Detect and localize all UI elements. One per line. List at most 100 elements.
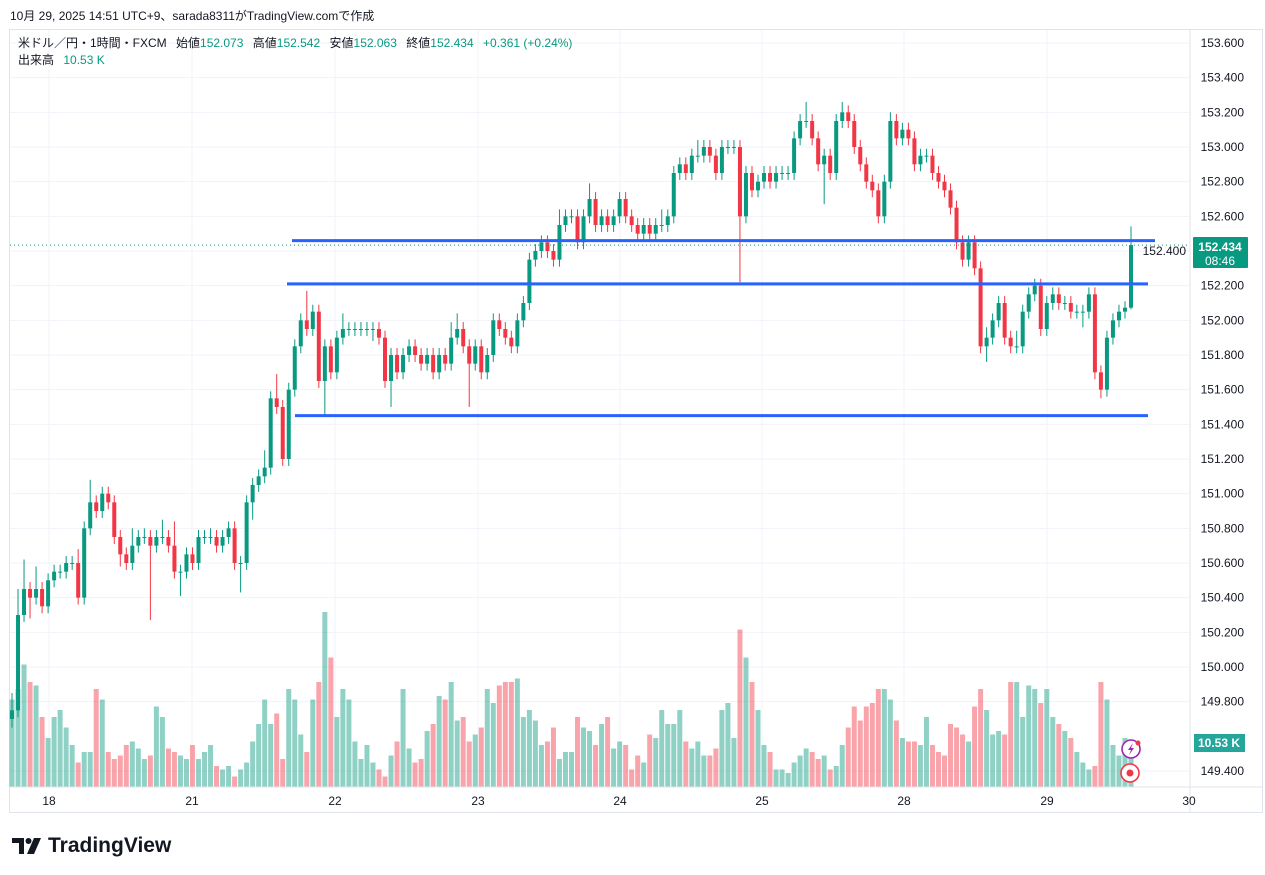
candle-body (834, 120, 839, 173)
volume-bar (1068, 738, 1074, 787)
candle-body (509, 337, 514, 347)
price-tick-label: 153.200 (1201, 105, 1245, 119)
volume-bar (671, 724, 677, 787)
time-tick-label: 25 (755, 794, 769, 808)
candle-body (232, 528, 237, 563)
candle-body (166, 536, 171, 546)
volume-bar (707, 755, 713, 787)
volume-bar (508, 682, 514, 787)
candle-body (521, 302, 526, 321)
volume-bar (929, 745, 935, 787)
candle-body (1129, 245, 1133, 308)
candle-body (990, 320, 995, 338)
volume-bar (845, 727, 851, 787)
candle-body (1086, 294, 1091, 312)
tradingview-logo[interactable]: TradingView (12, 834, 171, 858)
candle-body (605, 216, 610, 225)
candle-body (731, 146, 736, 148)
volume-bar (81, 752, 87, 787)
volume-bar (63, 727, 69, 787)
price-tick-label: 150.800 (1201, 521, 1245, 535)
volume-bar (779, 769, 785, 787)
candle-body (689, 155, 694, 173)
candle-body (647, 224, 652, 234)
candle-body (888, 120, 893, 182)
candle-body (130, 545, 135, 563)
candle-body (611, 216, 616, 225)
candles (10, 101, 1133, 728)
volume-bar (743, 657, 749, 787)
volume-bar (851, 706, 857, 787)
candle-body (792, 138, 797, 173)
price-tick-label: 149.800 (1201, 695, 1245, 709)
record-icon[interactable] (1120, 763, 1140, 783)
lightning-icon[interactable] (1121, 739, 1141, 759)
symbol-name[interactable]: 米ドル／円・1時間・FXCM (18, 36, 167, 50)
volume-bar (881, 689, 887, 787)
volume-bar (51, 717, 57, 787)
volume-bar (39, 717, 45, 787)
grid-lines (10, 30, 1189, 787)
candle-body (358, 328, 363, 330)
candle-body (984, 337, 989, 347)
volume-bar (75, 762, 81, 787)
candle-body (256, 476, 261, 485)
volume-bar (15, 689, 21, 787)
volume-bar (719, 710, 725, 787)
candle-body (569, 216, 574, 218)
volume-bar (328, 657, 334, 787)
volume-bar (617, 741, 623, 787)
high-label: 高値 (252, 36, 277, 50)
volume-label: 出来高 (18, 53, 55, 67)
volume-bar (893, 720, 899, 787)
volume-bar (238, 769, 244, 787)
volume-bar (298, 734, 304, 787)
candle-body (100, 493, 105, 511)
candle-body (196, 536, 201, 563)
candle-body (395, 354, 400, 373)
candle-body (599, 216, 604, 225)
volume-bar (689, 748, 695, 787)
candle-body (846, 112, 851, 121)
volume-bar (761, 745, 767, 787)
candle-body (930, 155, 935, 173)
volume-bar (1014, 682, 1020, 787)
candle-body (136, 536, 141, 546)
volume-bar (117, 755, 123, 787)
candle-body (810, 120, 815, 139)
volume-bar (436, 696, 442, 787)
low-value: 152.063 (353, 36, 397, 50)
candle-body (545, 242, 550, 251)
volume-bar (1080, 762, 1086, 787)
volume-bar (821, 755, 827, 787)
candle-body (364, 328, 369, 330)
low-label: 安値 (329, 36, 354, 50)
candle-body (238, 562, 243, 564)
volume-bar (21, 664, 27, 787)
price-tick-label: 150.200 (1201, 625, 1245, 639)
candle-body (912, 138, 917, 165)
candle-body (587, 198, 592, 217)
candle-body (804, 120, 809, 122)
candle-body (497, 320, 502, 329)
candle-body (76, 562, 81, 598)
candle-body (852, 120, 857, 147)
volume-bar (1116, 755, 1122, 787)
candle-body (527, 259, 532, 303)
candle-body (1062, 302, 1067, 304)
volume-bar (490, 703, 496, 787)
volume-bar (917, 745, 923, 787)
horizontal-lines (287, 239, 1155, 418)
volume-bar (394, 741, 400, 787)
price-tick-label: 153.400 (1201, 71, 1245, 85)
candle-body (762, 172, 767, 182)
candle-body (737, 146, 742, 217)
candle-body (1092, 294, 1097, 373)
volume-bar (177, 755, 183, 787)
volume-bar (9, 699, 15, 787)
candle-body (208, 536, 213, 538)
candle-body (22, 588, 27, 615)
volume-bar (370, 762, 376, 787)
volume-bar (208, 745, 214, 787)
